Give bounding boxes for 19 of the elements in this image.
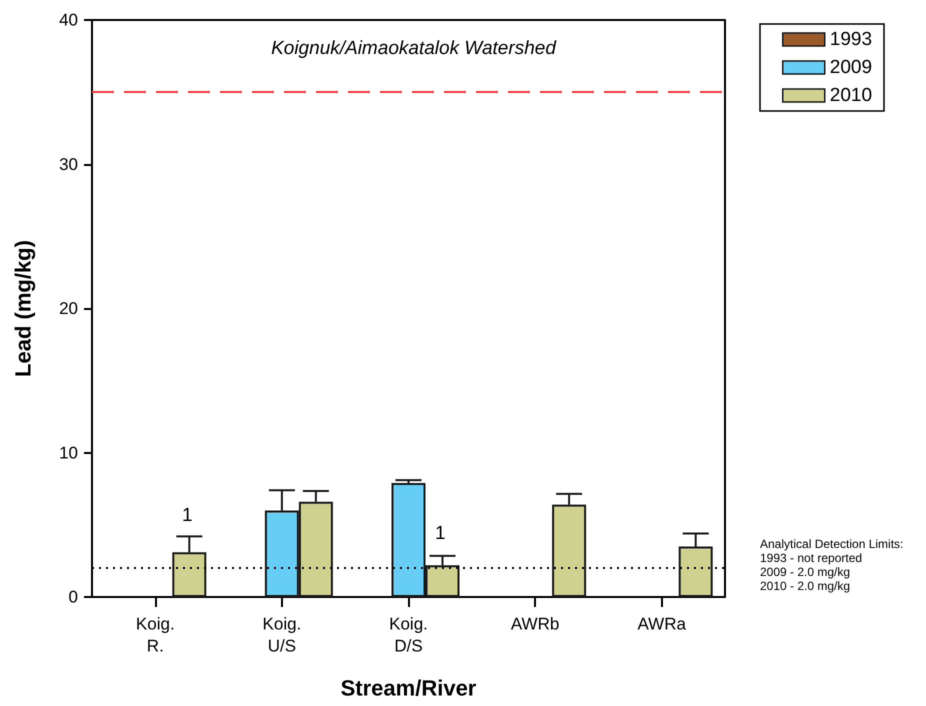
text: Koignuk/Aimaokatalok Watershed	[271, 38, 558, 59]
y-tick-label: 10	[59, 443, 78, 462]
annotation: 1	[435, 523, 446, 544]
x-tick-label: AWRb	[510, 614, 560, 634]
text: Analytical Detection Limits: 1993 - not reported 2009 - 2.0 mg/kg 2010 - 2.0 mg/kg	[760, 537, 904, 593]
x-tick-label: Koig. D/S	[389, 614, 428, 656]
y-tick-label: 30	[59, 154, 78, 174]
legend-label: 2010	[830, 85, 872, 106]
y-tick-label: 0	[68, 588, 78, 606]
legend-label: 1993	[830, 29, 872, 50]
annotation: 1	[182, 505, 193, 526]
x-tick-label: Koig. R.	[136, 614, 175, 656]
x-tick-label: AWRa	[637, 614, 686, 634]
y-tick-label: 20	[59, 299, 78, 318]
x-axis-title: Stream/River	[340, 676, 477, 700]
y-tick-label: 40	[59, 10, 78, 30]
legend-label: 2009	[830, 57, 872, 78]
y-axis-title: Lead (mg/kg)	[10, 240, 36, 377]
x-tick-label: Koig. U/S	[262, 614, 302, 656]
